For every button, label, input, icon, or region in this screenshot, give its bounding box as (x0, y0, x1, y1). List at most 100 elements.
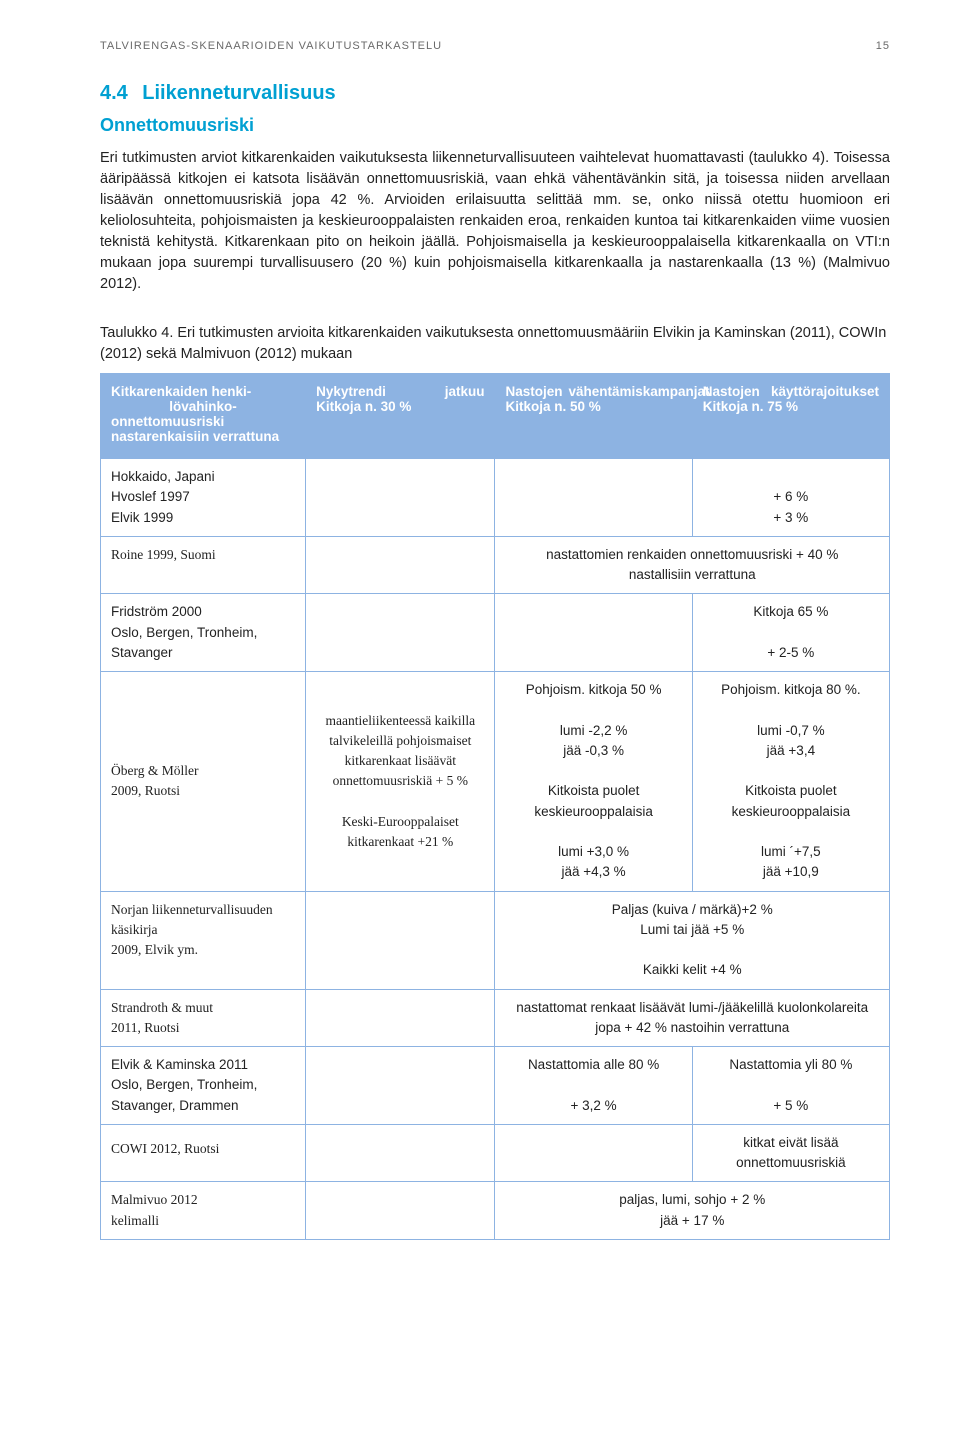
td-value: Pohjoism. kitkoja 50 % lumi -2,2 % jää -… (495, 672, 692, 892)
th-text: Kitkoja n. 30 % (316, 399, 411, 414)
th-text: Nastojen (505, 384, 562, 399)
th-text: vähentämiskampanjat (569, 384, 710, 399)
td-text: Nastattomia alle 80 % (528, 1057, 659, 1072)
table-row: Öberg & Möller 2009, Ruotsi maantieliike… (101, 672, 890, 892)
table-row: Roine 1999, Suomi nastattomien renkaiden… (101, 536, 890, 594)
page-number: 15 (876, 40, 890, 52)
td-text: Stavanger (111, 645, 173, 660)
td-text: Elvik & Kaminska 2011 (111, 1057, 248, 1072)
td-value: + 6 % + 3 % (692, 459, 889, 537)
td-text: 2011, Ruotsi (111, 1020, 180, 1035)
td-text: + 3,2 % (571, 1098, 617, 1113)
td-text: + 2-5 % (767, 645, 814, 660)
td-text: jää -0,3 % (563, 743, 624, 758)
td-text: Kitkoja 65 % (753, 604, 828, 619)
td-text: Hokkaido, Japani (111, 469, 215, 484)
table-row: Strandroth & muut 2011, Ruotsi nastattom… (101, 989, 890, 1047)
table-row: Norjan liikenneturvallisuuden käsikirja … (101, 891, 890, 989)
td-study: Elvik & Kaminska 2011 Oslo, Bergen, Tron… (101, 1047, 306, 1125)
table-row: COWI 2012, Ruotsi kitkat eivät lisää onn… (101, 1124, 890, 1182)
td-value: Paljas (kuiva / märkä)+2 % Lumi tai jää … (495, 891, 890, 989)
table-row: Elvik & Kaminska 2011 Oslo, Bergen, Tron… (101, 1047, 890, 1125)
td-empty (306, 594, 495, 672)
td-text: Norjan liikenneturvallisuuden käsikirja (111, 902, 273, 937)
td-study: Norjan liikenneturvallisuuden käsikirja … (101, 891, 306, 989)
td-text: + 6 % (773, 489, 808, 504)
td-text: onnettomuusriskiä (736, 1155, 846, 1170)
section-number: 4.4 (100, 82, 128, 105)
table-caption: Taulukko 4. Eri tutkimusten arvioita kit… (100, 323, 890, 365)
td-text: jää +10,9 (763, 864, 819, 879)
table-row: Fridström 2000 Oslo, Bergen, Tronheim, S… (101, 594, 890, 672)
td-value: Nastattomia alle 80 % + 3,2 % (495, 1047, 692, 1125)
th-text: Kitkarenkaiden henki- (111, 384, 251, 399)
td-study: Öberg & Möller 2009, Ruotsi (101, 672, 306, 892)
td-value: nastattomat renkaat lisäävät lumi-/jääke… (495, 989, 890, 1047)
td-text: Kitkoista puolet keskieurooppalaisia (732, 783, 851, 818)
td-text: maantieliikenteessä kaikilla talvikeleil… (326, 713, 476, 789)
td-text: Elvik 1999 (111, 510, 173, 525)
td-value: paljas, lumi, sohjo + 2 % jää + 17 % (495, 1182, 890, 1240)
td-empty (306, 891, 495, 989)
td-text: Pohjoism. kitkoja 50 % (526, 682, 662, 697)
td-text: Kaikki kelit +4 % (643, 962, 742, 977)
td-text: jää +3,4 (767, 743, 815, 758)
td-text: Paljas (kuiva / märkä)+2 % (612, 902, 773, 917)
th-text: Kitkoja n. 50 % (505, 399, 600, 414)
td-text: + 5 % (773, 1098, 808, 1113)
td-study: Hokkaido, Japani Hvoslef 1997 Elvik 1999 (101, 459, 306, 537)
td-text: kelimalli (111, 1213, 159, 1228)
td-text: Stavanger, Drammen (111, 1098, 239, 1113)
td-empty (495, 594, 692, 672)
td-empty (306, 459, 495, 537)
td-empty (306, 1047, 495, 1125)
td-text: Malmivuo 2012 (111, 1192, 198, 1207)
td-empty (306, 1182, 495, 1240)
td-text: Öberg & Möller (111, 763, 199, 778)
th-text: käyttörajoitukset (771, 384, 879, 399)
section-title: Liikenneturvallisuus (142, 82, 335, 104)
td-text: + 3 % (773, 510, 808, 525)
td-text: paljas, lumi, sohjo + 2 % (619, 1192, 765, 1207)
td-text: Nastattomia yli 80 % (729, 1057, 852, 1072)
td-value: Pohjoism. kitkoja 80 %. lumi -0,7 % jää … (692, 672, 889, 892)
th-scenario-c: Nastojen käyttörajoitukset Kitkoja n. 75… (692, 374, 889, 459)
th-study: Kitkarenkaiden henki- lövahinko- onnetto… (101, 374, 306, 459)
table-row: Malmivuo 2012 kelimalli paljas, lumi, so… (101, 1182, 890, 1240)
td-value: maantieliikenteessä kaikilla talvikeleil… (306, 672, 495, 892)
td-text: Strandroth & muut (111, 1000, 213, 1015)
td-text: 2009, Ruotsi (111, 783, 180, 798)
running-title: TALVIRENGAS-SKENAARIOIDEN VAIKUTUSTARKAS… (100, 40, 442, 52)
td-text: 2009, Elvik ym. (111, 942, 198, 957)
section-heading: 4.4 Liikenneturvallisuus (100, 82, 890, 105)
td-text: lumi +3,0 % (558, 844, 629, 859)
table-header-row: Kitkarenkaiden henki- lövahinko- onnetto… (101, 374, 890, 459)
th-text: jatkuu (445, 384, 485, 399)
results-table: Kitkarenkaiden henki- lövahinko- onnetto… (100, 373, 890, 1240)
td-text: Oslo, Bergen, Tronheim, (111, 625, 257, 640)
td-text: Keski-Eurooppalaiset kitkarenkaat +21 % (342, 814, 459, 849)
td-empty (306, 536, 495, 594)
td-text: nastallisiin verrattuna (629, 567, 756, 582)
th-text: lövahinko- (111, 399, 295, 414)
td-value: Kitkoja 65 % + 2-5 % (692, 594, 889, 672)
td-text: kitkat eivät lisää (743, 1135, 838, 1150)
th-scenario-b: Nastojen vähentämiskampanjat Kitkoja n. … (495, 374, 692, 459)
td-empty (495, 1124, 692, 1182)
th-text: Nastojen (703, 384, 760, 399)
td-study: Roine 1999, Suomi (101, 536, 306, 594)
td-empty (306, 1124, 495, 1182)
subsection-heading: Onnettomuusriski (100, 115, 890, 136)
th-text: Kitkoja n. 75 % (703, 399, 798, 414)
td-text: Pohjoism. kitkoja 80 %. (721, 682, 861, 697)
body-paragraph: Eri tutkimusten arviot kitkarenkaiden va… (100, 148, 890, 295)
td-empty (495, 459, 692, 537)
td-value: Nastattomia yli 80 % + 5 % (692, 1047, 889, 1125)
running-head: TALVIRENGAS-SKENAARIOIDEN VAIKUTUSTARKAS… (100, 40, 890, 52)
td-text: jää +4,3 % (562, 864, 626, 879)
td-empty (306, 989, 495, 1047)
td-text: nastattomat renkaat lisäävät lumi-/jääke… (516, 1000, 868, 1035)
table-row: Hokkaido, Japani Hvoslef 1997 Elvik 1999… (101, 459, 890, 537)
td-value: nastattomien renkaiden onnettomuusriski … (495, 536, 890, 594)
td-text: lumi -0,7 % (757, 723, 825, 738)
